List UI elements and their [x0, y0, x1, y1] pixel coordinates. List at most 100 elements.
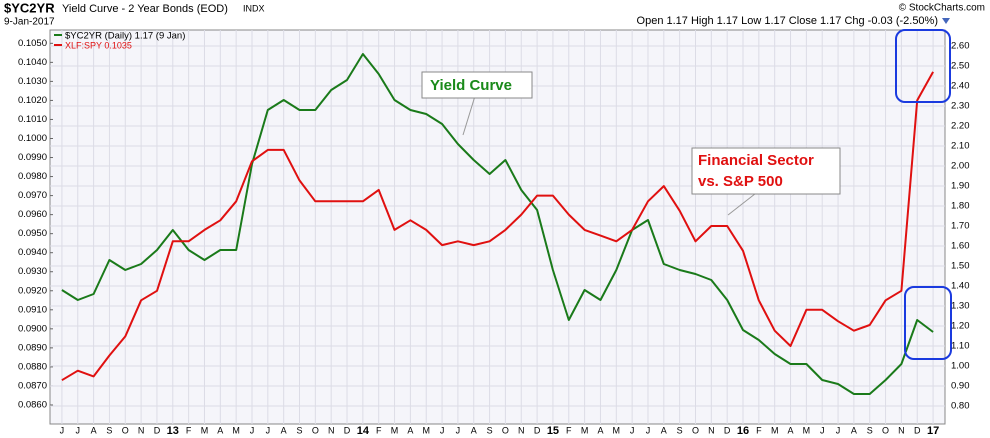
y-tick-label: 0.0950	[18, 228, 47, 239]
x-tick-label: N	[898, 425, 905, 435]
x-tick-label: M	[391, 425, 399, 435]
y-tick-label: 0.0970	[18, 190, 47, 201]
x-tick-label: S	[677, 425, 683, 435]
x-tick-label: J	[250, 425, 255, 435]
annotation-box	[421, 71, 533, 99]
y-tick-label: 0.0920	[18, 285, 47, 296]
x-tick-label: J	[76, 425, 81, 435]
x-tick-label: 17	[927, 425, 939, 437]
y2-tick-label: 2.50	[951, 61, 970, 72]
y2-tick-label: 2.20	[951, 121, 970, 132]
quote: Open 1.17 High 1.17 Low 1.17 Close 1.17 …	[637, 15, 938, 27]
annotation: vs. S&P 500	[698, 173, 783, 190]
x-tick-label: A	[281, 425, 287, 435]
y2-tick-label: 1.50	[951, 261, 970, 272]
dropdown-icon[interactable]	[942, 18, 950, 24]
x-tick-label: F	[186, 425, 192, 435]
x-tick-label: J	[630, 425, 635, 435]
series-line	[61, 71, 934, 382]
x-tick-label: D	[914, 425, 921, 435]
x-tick-label: J	[456, 425, 461, 435]
x-tick-label: S	[487, 425, 493, 435]
y-tick-label: 0.1020	[18, 95, 47, 106]
legend-entry: $YC2YR (Daily) 1.17 (9 Jan)	[65, 31, 185, 42]
callout-line	[462, 95, 476, 136]
x-tick-label: J	[646, 425, 651, 435]
credit: © StockCharts.com	[899, 3, 985, 14]
x-tick-label: F	[566, 425, 572, 435]
y2-tick-label: 1.60	[951, 241, 970, 252]
y2-tick-label: 2.00	[951, 161, 970, 172]
annotation: Financial Sector	[698, 152, 814, 169]
y-tick-label: 0.0940	[18, 247, 47, 258]
x-tick-label: M	[232, 425, 240, 435]
x-tick-label: D	[344, 425, 351, 435]
x-tick-label: M	[613, 425, 621, 435]
lines	[61, 53, 934, 395]
y-tick-label: 0.1030	[18, 76, 47, 87]
x-tick-label: N	[708, 425, 715, 435]
x-tick-label: M	[803, 425, 811, 435]
x-tick-label: O	[692, 425, 699, 435]
grid	[50, 30, 945, 424]
x-tick-label: N	[518, 425, 525, 435]
y-tick-label: 0.1000	[18, 133, 47, 144]
x-tick-label: A	[91, 425, 97, 435]
x-tick-label: S	[867, 425, 873, 435]
y2-tick-label: 1.20	[951, 321, 970, 332]
y2-tick-label: 2.30	[951, 101, 970, 112]
x-tick-label: A	[851, 425, 857, 435]
x-tick-label: 15	[547, 425, 559, 437]
x-tick-label: F	[756, 425, 762, 435]
x-tick-label: O	[122, 425, 129, 435]
x-tick-label: 16	[737, 425, 749, 437]
y2-tick-label: 1.40	[951, 281, 970, 292]
x-tick-label: O	[502, 425, 509, 435]
x-tick-label: M	[422, 425, 430, 435]
x-tick-label: D	[724, 425, 731, 435]
y2-tick-label: 0.80	[951, 401, 970, 412]
chart-subtitle: Yield Curve - 2 Year Bonds (EOD)	[62, 3, 228, 15]
x-tick-label: A	[407, 425, 413, 435]
highlight-box	[895, 29, 951, 103]
highlight-box	[904, 286, 952, 360]
y-tick-label: 0.1050	[18, 38, 47, 49]
y-tick-label: 0.0900	[18, 323, 47, 334]
y-tick-label: 0.0960	[18, 209, 47, 220]
y2-tick-label: 1.10	[951, 341, 970, 352]
y-tick-label: 0.0890	[18, 342, 47, 353]
x-tick-label: M	[201, 425, 209, 435]
x-tick-label: D	[534, 425, 541, 435]
x-tick-label: N	[328, 425, 335, 435]
y-tick-label: 0.0990	[18, 152, 47, 163]
x-tick-label: D	[154, 425, 161, 435]
x-tick-label: N	[138, 425, 145, 435]
x-tick-label: A	[471, 425, 477, 435]
exchange: INDX	[243, 3, 265, 13]
annotation: Yield Curve	[430, 77, 512, 94]
x-tick-label: 13	[167, 425, 179, 437]
y2-tick-label: 2.40	[951, 81, 970, 92]
x-tick-label: J	[60, 425, 65, 435]
y2-tick-label: 1.00	[951, 361, 970, 372]
y-tick-label: 0.0860	[18, 399, 47, 410]
series-line	[61, 53, 934, 395]
y-tick-label: 0.0980	[18, 171, 47, 182]
x-tick-label: F	[376, 425, 382, 435]
y-tick-label: 0.0880	[18, 361, 47, 372]
y2-tick-label: 0.90	[951, 381, 970, 392]
x-tick-label: A	[597, 425, 603, 435]
x-tick-label: M	[581, 425, 589, 435]
y-tick-label: 0.1040	[18, 57, 47, 68]
y-tick-label: 0.0870	[18, 380, 47, 391]
date: 9-Jan-2017	[4, 17, 55, 28]
chart-title: $YC2YR	[4, 0, 55, 15]
x-tick-label: O	[882, 425, 889, 435]
y2-tick-label: 1.90	[951, 181, 970, 192]
x-tick-label: A	[661, 425, 667, 435]
y2-tick-label: 1.70	[951, 221, 970, 232]
x-tick-label: J	[836, 425, 841, 435]
legend-entry: XLF:SPY 0.1035	[65, 40, 132, 50]
x-tick-label: S	[106, 425, 112, 435]
